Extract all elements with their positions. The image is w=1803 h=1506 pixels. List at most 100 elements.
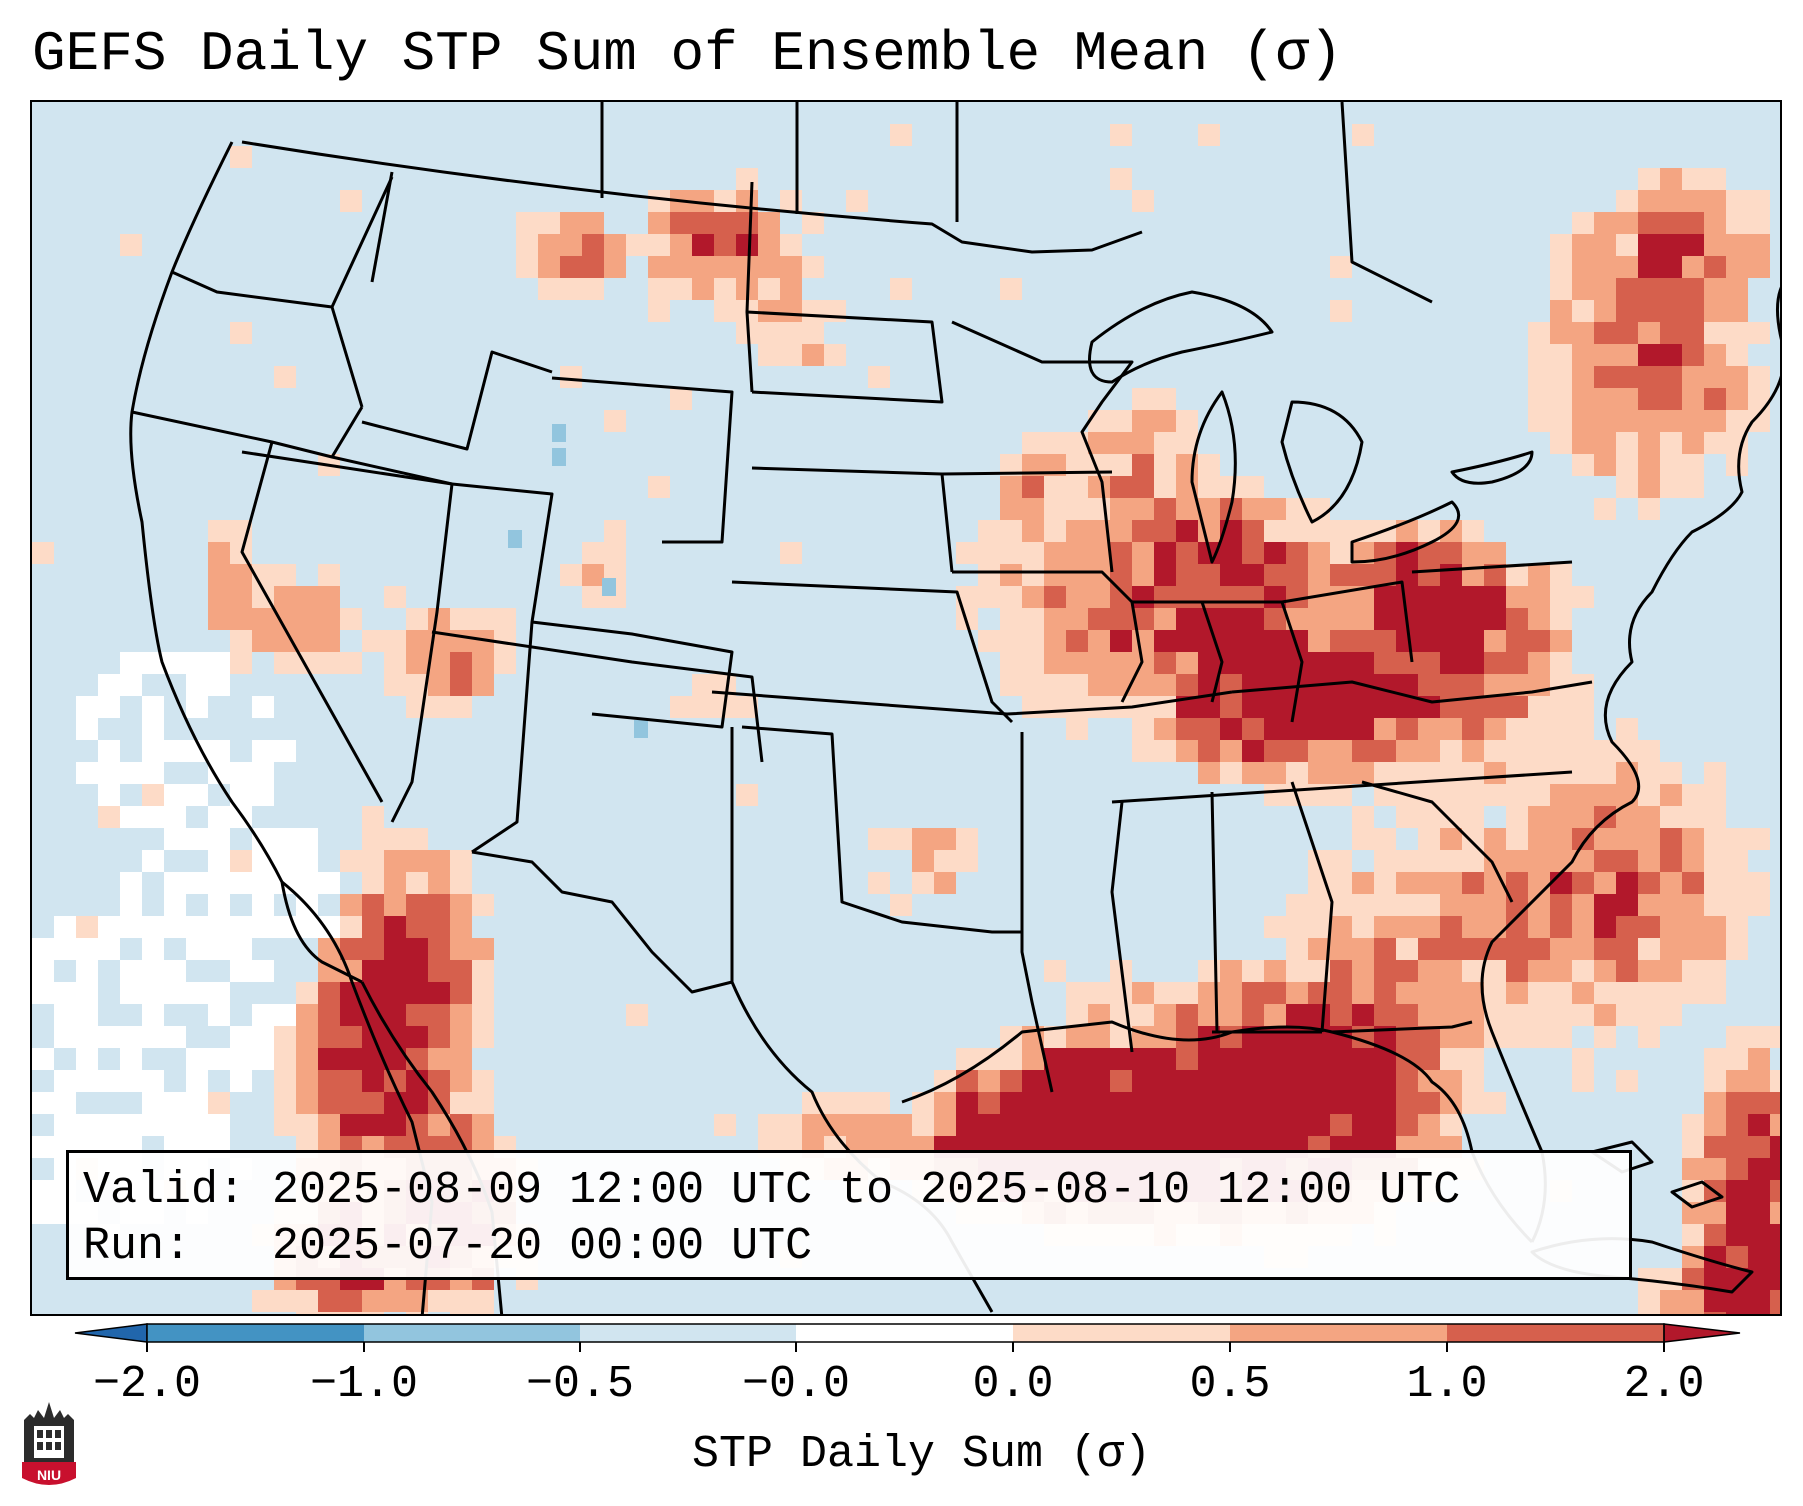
anomaly-cell — [1616, 256, 1638, 278]
anomaly-cell — [186, 652, 208, 674]
anomaly-cell — [1286, 542, 1308, 564]
anomaly-cell — [472, 674, 494, 696]
anomaly-cell — [274, 1048, 296, 1070]
anomaly-cell — [508, 530, 522, 548]
anomaly-cell — [1484, 696, 1506, 718]
anomaly-cell — [406, 1312, 428, 1314]
anomaly-cell — [1022, 432, 1044, 454]
anomaly-cell — [230, 630, 252, 652]
anomaly-cell — [978, 520, 1000, 542]
anomaly-cell — [1242, 718, 1264, 740]
colorbar-tick-label: −1.0 — [309, 1359, 419, 1410]
anomaly-cell — [1506, 630, 1528, 652]
anomaly-cell — [1396, 652, 1418, 674]
anomaly-cell — [736, 234, 758, 256]
anomaly-cell — [1660, 234, 1682, 256]
anomaly-cell — [1572, 960, 1594, 982]
anomaly-cell — [1484, 630, 1506, 652]
great-lake — [1088, 290, 1274, 384]
anomaly-cell — [1660, 344, 1682, 366]
anomaly-cell — [1528, 652, 1550, 674]
state-line — [1202, 600, 1304, 723]
anomaly-cell — [1682, 190, 1704, 212]
anomaly-cell — [428, 1070, 450, 1092]
anomaly-cell — [1198, 652, 1220, 674]
colorbar-extend-high — [1663, 1323, 1741, 1343]
anomaly-cell — [1704, 1070, 1726, 1092]
anomaly-cell — [98, 1070, 120, 1092]
anomaly-cell — [1176, 630, 1198, 652]
state-line — [951, 320, 1134, 573]
anomaly-cell — [1572, 278, 1594, 300]
anomaly-cell — [450, 850, 472, 872]
anomaly-cell — [142, 784, 164, 806]
anomaly-cell — [1132, 608, 1154, 630]
state-line — [331, 455, 453, 486]
anomaly-cell — [1110, 520, 1132, 542]
anomaly-cell — [1770, 1246, 1780, 1268]
anomaly-cell — [1682, 1114, 1704, 1136]
anomaly-cell — [208, 872, 230, 894]
anomaly-cell — [318, 1114, 340, 1136]
anomaly-cell — [1418, 718, 1440, 740]
state-line — [431, 630, 764, 763]
anomaly-cell — [340, 652, 362, 674]
anomaly-cell — [1528, 784, 1550, 806]
state-line — [531, 620, 734, 729]
anomaly-cell — [1506, 828, 1528, 850]
anomaly-cell — [1044, 674, 1066, 696]
anomaly-cell — [1110, 1092, 1132, 1114]
anomaly-cell — [1748, 872, 1770, 894]
anomaly-cell — [1286, 564, 1308, 586]
anomaly-cell — [1132, 1070, 1154, 1092]
valid-time-text: Valid: 2025-08-09 12:00 UTC to 2025-08-1… — [83, 1165, 1461, 1216]
anomaly-cell — [318, 872, 340, 894]
anomaly-cell — [1220, 476, 1242, 498]
anomaly-cell — [362, 960, 384, 982]
anomaly-cell — [1682, 388, 1704, 410]
anomaly-cell — [164, 1114, 186, 1136]
anomaly-cell — [1682, 344, 1704, 366]
anomaly-cell — [340, 1004, 362, 1026]
anomaly-cell — [1242, 762, 1264, 784]
anomaly-cell — [1352, 696, 1374, 718]
anomaly-cell — [230, 784, 252, 806]
anomaly-cell — [1264, 520, 1286, 542]
anomaly-cell — [1418, 916, 1440, 938]
anomaly-cell — [1176, 542, 1198, 564]
anomaly-cell — [1616, 828, 1638, 850]
anomaly-cell — [912, 850, 934, 872]
anomaly-cell — [1220, 608, 1242, 630]
anomaly-cell — [186, 696, 208, 718]
anomaly-cell — [186, 1070, 208, 1092]
anomaly-cell — [1044, 520, 1066, 542]
anomaly-cell — [1396, 674, 1418, 696]
anomaly-cell — [98, 784, 120, 806]
anomaly-cell — [1506, 762, 1528, 784]
anomaly-cell — [1594, 278, 1616, 300]
anomaly-cell — [1220, 1114, 1242, 1136]
anomaly-cell — [428, 916, 450, 938]
anomaly-cell — [1638, 762, 1660, 784]
anomaly-cell — [1572, 784, 1594, 806]
anomaly-cell — [1528, 630, 1550, 652]
anomaly-cell — [1330, 740, 1352, 762]
anomaly-cell — [1682, 1312, 1704, 1314]
anomaly-cell — [758, 234, 780, 256]
anomaly-cell — [1506, 806, 1528, 828]
anomaly-cell — [1440, 916, 1462, 938]
anomaly-cell — [208, 1004, 230, 1026]
anomaly-cell — [1550, 410, 1572, 432]
anomaly-cell — [472, 1312, 494, 1314]
anomaly-cell — [1748, 388, 1770, 410]
anomaly-cell — [1198, 454, 1220, 476]
anomaly-cell — [1550, 234, 1572, 256]
anomaly-cell — [318, 1048, 340, 1070]
anomaly-cell — [76, 762, 98, 784]
state-line — [241, 450, 454, 823]
anomaly-cell — [384, 674, 406, 696]
anomaly-cell — [32, 1202, 54, 1224]
anomaly-cell — [296, 1312, 318, 1314]
anomaly-cell — [1506, 652, 1528, 674]
anomaly-cell — [1462, 894, 1484, 916]
